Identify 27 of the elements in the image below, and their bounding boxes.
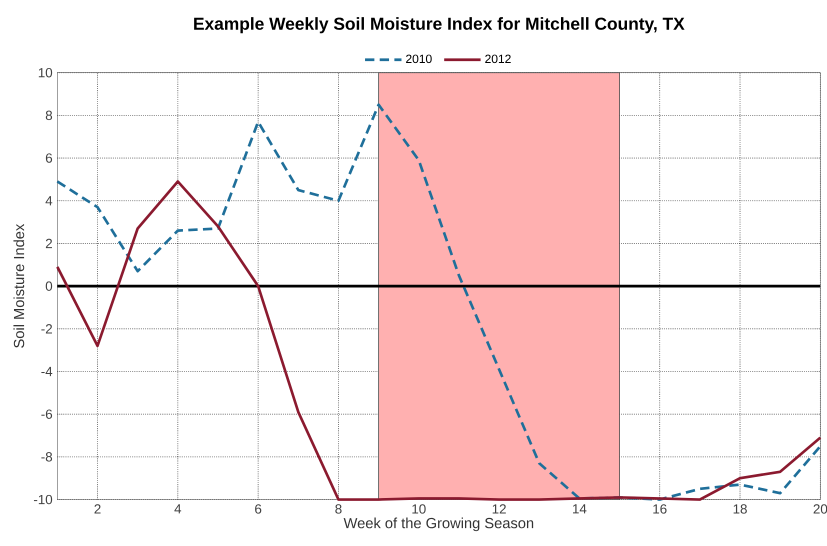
line-series: [56, 103, 822, 501]
x-tick-label: 20: [814, 504, 827, 514]
x-tick-label: 10: [412, 504, 426, 514]
y-tick-label: -10: [34, 494, 52, 504]
x-tick-label: 6: [255, 504, 262, 514]
x-tick-label: 18: [734, 504, 747, 514]
chart-title: Example Weekly Soil Moisture Index for Mitchell County, TX: [194, 17, 685, 34]
y-tick-label: -2: [41, 324, 52, 334]
y-tick-label: 6: [46, 153, 52, 163]
y-tick-label: 0: [46, 281, 52, 291]
x-axis-title: Week of the Growing Season: [344, 517, 534, 532]
y-tick-label: 8: [46, 110, 52, 120]
legend-label: 2010: [406, 54, 432, 63]
y-tick-label: 10: [38, 68, 52, 78]
x-tick-label: 12: [492, 504, 506, 514]
legend-label: 2012: [485, 54, 511, 63]
x-tick-label: 8: [335, 504, 342, 514]
y-tick-label: -4: [41, 366, 52, 376]
x-tick-label: 2: [94, 504, 101, 514]
y-tick-label: -8: [41, 452, 52, 462]
y-tick-label: 2: [46, 238, 52, 248]
y-tick-label: 4: [46, 196, 52, 206]
x-tick-label: 4: [174, 504, 182, 514]
x-tick-label: 14: [573, 504, 586, 514]
x-tick-label: 16: [653, 504, 667, 514]
y-tick-label: -6: [41, 409, 52, 419]
y-axis-title: Soil Moisture Index: [13, 224, 24, 348]
